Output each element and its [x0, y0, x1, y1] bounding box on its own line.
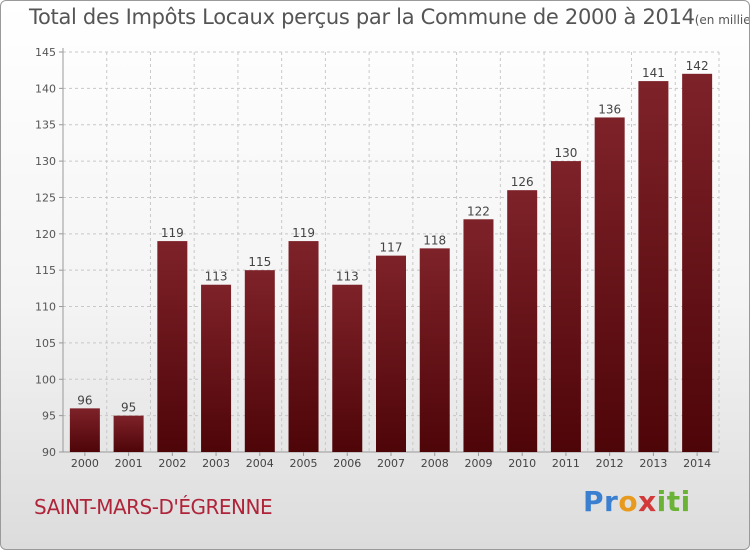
data-label-2014: 142 [686, 59, 709, 73]
bar-2003 [201, 284, 232, 452]
data-label-2003: 113 [205, 270, 228, 284]
y-tick-label: 135 [35, 119, 56, 132]
data-label-2013: 141 [642, 66, 665, 80]
bar-2000 [69, 408, 100, 452]
bar-2009 [463, 219, 494, 452]
x-tick-label: 2004 [246, 457, 274, 470]
bar-2004 [244, 270, 275, 452]
bar-2014 [682, 73, 713, 453]
data-label-2010: 126 [511, 175, 534, 189]
x-tick-label: 2002 [158, 457, 186, 470]
data-label-2006: 113 [336, 270, 359, 284]
y-tick-label: 105 [35, 337, 56, 350]
y-tick-label: 120 [35, 228, 56, 241]
y-tick-label: 90 [42, 446, 56, 459]
bar-2005 [288, 241, 319, 452]
x-tick-label: 2003 [202, 457, 230, 470]
chart-title: Total des Impôts Locaux perçus par la Co… [29, 5, 750, 29]
y-tick-label: 95 [42, 410, 56, 423]
bar-2002 [157, 241, 188, 452]
chart-title-text: Total des Impôts Locaux perçus par la Co… [29, 5, 695, 29]
bar-2006 [332, 284, 363, 452]
y-tick-label: 100 [35, 373, 56, 386]
y-tick-label: 110 [35, 301, 56, 314]
x-tick-label: 2014 [683, 457, 711, 470]
bar-2010 [507, 190, 538, 452]
bars [69, 73, 713, 453]
x-tick-label: 2008 [421, 457, 449, 470]
data-label-2000: 96 [77, 393, 92, 407]
commune-name: SAINT-MARS-D'ÉGRENNE [34, 495, 273, 519]
bar-2013 [638, 81, 669, 452]
data-label-2004: 115 [248, 255, 271, 269]
data-label-2011: 130 [554, 146, 577, 160]
bar-2008 [419, 248, 450, 452]
data-label-2001: 95 [121, 401, 136, 415]
bar-2001 [113, 415, 144, 452]
y-tick-label: 140 [35, 82, 56, 95]
bar-2011 [550, 161, 581, 452]
x-tick-label: 2000 [71, 457, 99, 470]
x-tick-label: 2013 [639, 457, 667, 470]
data-label-2009: 122 [467, 204, 490, 218]
chart-unit: (en milliers d'€) [694, 13, 750, 27]
y-tick-label: 145 [35, 46, 56, 59]
x-tick-label: 2010 [508, 457, 536, 470]
bar-2012 [594, 117, 625, 453]
bar-2007 [376, 255, 406, 452]
data-labels: 96 95 119 113 115 119 113 117 118 122 126 130 136 141… [77, 59, 708, 415]
data-label-2012: 136 [598, 102, 621, 116]
proxiti-logo: Proxiti [583, 485, 691, 518]
axes: 90 95 100 105 110 115 120 125 130 135 140 145 2000 20… [35, 46, 719, 470]
data-label-2002: 119 [161, 226, 184, 240]
x-tick-label: 2006 [333, 457, 361, 470]
y-tick-label: 115 [35, 264, 56, 277]
data-label-2005: 119 [292, 226, 315, 240]
x-tick-label: 2012 [596, 457, 624, 470]
x-tick-label: 2011 [552, 457, 580, 470]
x-tick-label: 2005 [290, 457, 318, 470]
y-tick-label: 130 [35, 155, 56, 168]
y-tick-label: 125 [35, 191, 56, 204]
x-tick-label: 2009 [464, 457, 492, 470]
data-label-2008: 118 [423, 233, 446, 247]
data-label-2007: 117 [380, 241, 403, 255]
x-tick-label: 2007 [377, 457, 405, 470]
x-tick-label: 2001 [115, 457, 143, 470]
